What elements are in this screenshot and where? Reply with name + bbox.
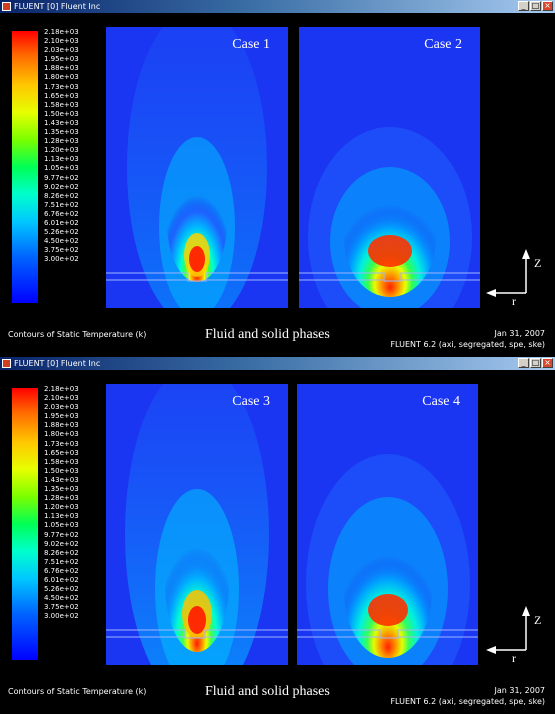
colorbar-level: 9.77e+02 [44, 530, 79, 539]
axis-triad: Z r [486, 249, 541, 305]
colorbar-level: 2.18e+03 [44, 28, 79, 36]
colorbar-level: 1.20e+03 [44, 503, 79, 512]
colorbar-level: 7.51e+02 [44, 200, 79, 209]
solver-version: FLUENT 6.2 (axi, segregated, spe, ske) [390, 697, 545, 706]
title-bar[interactable]: FLUENT [0] Fluent Inc _ □ × [0, 0, 555, 13]
temperature-colorbar [11, 30, 39, 304]
colorbar-level: 1.05e+03 [44, 521, 79, 530]
colorbar-level: 5.26e+02 [44, 228, 79, 237]
colorbar-level: 1.13e+03 [44, 155, 79, 164]
colorbar-level: 4.50e+02 [44, 237, 79, 246]
close-button[interactable]: × [542, 1, 553, 11]
fluent-app-icon [2, 2, 11, 11]
colorbar-level: 5.26e+02 [44, 585, 79, 594]
colorbar-level: 1.50e+03 [44, 109, 79, 118]
colorbar-level: 1.58e+03 [44, 100, 79, 109]
flame-contour-plot [106, 27, 288, 308]
flame-contour-plot [106, 384, 288, 665]
plot-description: Contours of Static Temperature (k) [8, 687, 147, 696]
plot-date: Jan 31, 2007 [494, 686, 546, 695]
colorbar-level: 1.35e+03 [44, 128, 79, 137]
colorbar-level: 6.01e+02 [44, 575, 79, 584]
plot-footer: Contours of Static Temperature (k) Fluid… [0, 673, 555, 714]
colorbar-level: 1.80e+03 [44, 430, 79, 439]
contour-panel-case-2: Case 2 [299, 27, 480, 308]
fluent-app-icon [2, 359, 11, 368]
colorbar-level: 1.88e+03 [44, 64, 79, 73]
colorbar-level: 1.88e+03 [44, 421, 79, 430]
colorbar-level: 2.10e+03 [44, 37, 79, 46]
colorbar-level: 1.95e+03 [44, 55, 79, 64]
colorbar-level: 3.00e+02 [44, 612, 79, 621]
colorbar-level: 1.28e+03 [44, 494, 79, 503]
colorbar-level: 2.03e+03 [44, 403, 79, 412]
fluent-window-2: FLUENT [0] Fluent Inc _ □ × 2.18e+03 2.1… [0, 357, 555, 714]
colorbar-level: 6.01e+02 [44, 218, 79, 227]
colorbar-level: 1.20e+03 [44, 146, 79, 155]
colorbar-level: 9.77e+02 [44, 173, 79, 182]
axis-z-label: Z [534, 256, 541, 270]
colorbar-level: 1.35e+03 [44, 485, 79, 494]
colorbar-level: 1.65e+03 [44, 91, 79, 100]
colorbar-level: 4.50e+02 [44, 594, 79, 603]
colorbar-level: 1.95e+03 [44, 412, 79, 421]
fluent-window-1: FLUENT [0] Fluent Inc _ □ × 2.18e+03 2.1… [0, 0, 555, 357]
colorbar-level: 3.00e+02 [44, 255, 79, 264]
colorbar-level: 1.65e+03 [44, 448, 79, 457]
colorbar-level: 1.73e+03 [44, 439, 79, 448]
case-label: Case 2 [424, 37, 462, 52]
colorbar-levels: 2.18e+03 2.10e+03 2.03e+03 1.95e+03 1.88… [44, 385, 104, 621]
minimize-button[interactable]: _ [518, 1, 529, 11]
colorbar-level: 1.80e+03 [44, 73, 79, 82]
colorbar-level: 1.13e+03 [44, 512, 79, 521]
colorbar-level: 7.51e+02 [44, 557, 79, 566]
colorbar-level: 9.02e+02 [44, 539, 79, 548]
temperature-colorbar [11, 387, 39, 661]
colorbar-level: 8.26e+02 [44, 548, 79, 557]
minimize-button[interactable]: _ [518, 358, 529, 368]
colorbar-level: 8.26e+02 [44, 191, 79, 200]
contour-panel-case-3: Case 3 [106, 384, 288, 665]
axis-triad: Z r [486, 606, 541, 662]
axis-r-label: r [512, 651, 516, 662]
colorbar-level: 1.58e+03 [44, 457, 79, 466]
solver-version: FLUENT 6.2 (axi, segregated, spe, ske) [390, 340, 545, 349]
close-button[interactable]: × [542, 358, 553, 368]
colorbar-level: 3.75e+02 [44, 603, 79, 612]
plot-date: Jan 31, 2007 [494, 329, 546, 338]
colorbar-level: 6.76e+02 [44, 209, 79, 218]
contour-panel-case-1: Case 1 [106, 27, 288, 308]
colorbar-level: 1.50e+03 [44, 466, 79, 475]
case-label: Case 1 [232, 37, 270, 52]
case-label: Case 3 [232, 394, 270, 409]
colorbar-level: 2.18e+03 [44, 385, 79, 393]
axis-r-label: r [512, 294, 516, 305]
colorbar-level: 2.03e+03 [44, 46, 79, 55]
window-title: FLUENT [0] Fluent Inc [14, 359, 101, 368]
colorbar-levels: 2.18e+03 2.10e+03 2.03e+03 1.95e+03 1.88… [44, 28, 104, 264]
plot-description: Contours of Static Temperature (k) [8, 330, 147, 339]
maximize-button[interactable]: □ [530, 1, 541, 11]
colorbar-level: 6.76e+02 [44, 566, 79, 575]
colorbar-level: 1.73e+03 [44, 82, 79, 91]
window-title: FLUENT [0] Fluent Inc [14, 2, 101, 11]
colorbar-level: 2.10e+03 [44, 394, 79, 403]
colorbar-level: 9.02e+02 [44, 182, 79, 191]
maximize-button[interactable]: □ [530, 358, 541, 368]
colorbar-level: 1.28e+03 [44, 137, 79, 146]
colorbar-level: 1.43e+03 [44, 118, 79, 127]
plot-caption: Fluid and solid phases [205, 327, 330, 342]
flame-contour-plot [297, 384, 478, 665]
plot-caption: Fluid and solid phases [205, 684, 330, 699]
colorbar-level: 3.75e+02 [44, 246, 79, 255]
contour-panel-case-4: Case 4 [297, 384, 478, 665]
case-label: Case 4 [422, 394, 460, 409]
colorbar-level: 1.05e+03 [44, 164, 79, 173]
flame-contour-plot [299, 27, 480, 308]
colorbar-level: 1.43e+03 [44, 475, 79, 484]
plot-footer: Contours of Static Temperature (k) Fluid… [0, 316, 555, 357]
title-bar[interactable]: FLUENT [0] Fluent Inc _ □ × [0, 357, 555, 370]
axis-z-label: Z [534, 613, 541, 627]
